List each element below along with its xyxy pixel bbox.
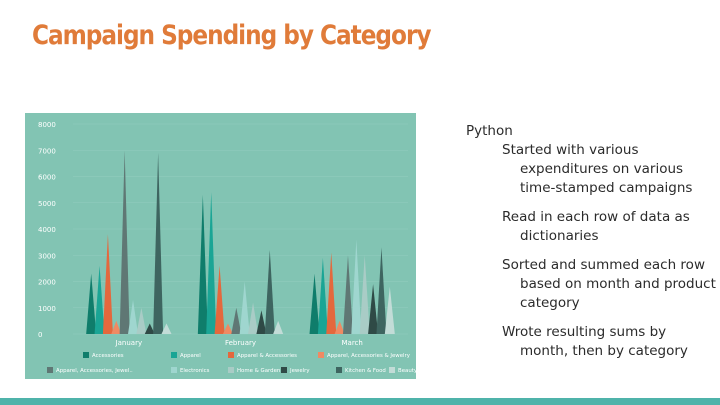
bar-apparel-accessories-jewelry-march	[334, 320, 345, 334]
legend-swatch	[336, 367, 342, 373]
y-tick-label: 7000	[38, 147, 56, 155]
bar-beauty-january	[161, 323, 172, 334]
bar-apparel-accessories-jewel-january	[119, 150, 130, 334]
legend-label: Apparel, Accessories & Jewelry	[327, 353, 411, 359]
legend-label: Apparel & Accessories	[237, 353, 297, 359]
legend-label: Accessories	[92, 353, 124, 359]
chart-canvas: 0 1000 2000 3000 4000 5000 6000 7000 8000 Januar…	[25, 113, 416, 379]
y-tick-label: 5000	[38, 200, 56, 208]
y-tick-label: 4000	[38, 226, 56, 234]
legend-swatch	[389, 367, 395, 373]
legend-swatch	[228, 352, 234, 358]
bar-jewelry-february	[256, 310, 267, 334]
bar-apparel-accessories-march	[326, 252, 337, 334]
y-tick-label: 6000	[38, 174, 56, 182]
chart-background	[25, 113, 416, 379]
bar-jewelry-january	[144, 323, 155, 334]
bar-apparel-accessories-february	[214, 265, 225, 334]
bar-home-garden-march	[359, 255, 370, 334]
slide-title: Campaign Spending by Category	[32, 20, 432, 51]
legend-label: Electronics	[180, 368, 210, 374]
y-tick-label: 8000	[38, 121, 56, 129]
y-tick-label: 2000	[38, 279, 56, 287]
x-tick-label: March	[341, 339, 362, 347]
y-tick-label: 1000	[38, 305, 56, 313]
bar-accessories-january	[86, 273, 97, 334]
legend-swatch	[171, 367, 177, 373]
notes-item-1: Started with various expenditures on var…	[502, 142, 693, 196]
y-tick-label: 0	[38, 331, 42, 339]
bar-apparel-accessories-jewel-march	[342, 255, 353, 334]
bar-jewelry-march	[368, 284, 379, 334]
x-tick-label: January	[115, 339, 143, 347]
bar-electronics-january	[128, 299, 139, 334]
bar-kitchen-food-january	[153, 152, 164, 334]
bar-accessories-march	[309, 273, 320, 334]
legend-swatch	[83, 352, 89, 358]
bar-beauty-february	[273, 320, 284, 334]
y-tick-label: 3000	[38, 252, 56, 260]
legend-label: Beauty	[398, 368, 416, 374]
bar-apparel-accessories-jewelry-january	[111, 320, 122, 334]
notes-panel: Python Started with various expenditures…	[466, 122, 716, 371]
bar-apparel-january	[94, 265, 105, 334]
bottom-accent-bar	[0, 398, 720, 405]
legend-label: Apparel, Accessories, Jewel..	[56, 368, 133, 374]
spending-chart: 0 1000 2000 3000 4000 5000 6000 7000 8000 Januar…	[25, 113, 416, 379]
legend-swatch	[228, 367, 234, 373]
bar-apparel-accessories-jewel-february	[231, 307, 242, 334]
notes-heading: Python	[466, 123, 513, 139]
bar-apparel-february	[206, 192, 217, 334]
bar-electronics-march	[351, 239, 362, 334]
legend-swatch	[318, 352, 324, 358]
legend-swatch	[171, 352, 177, 358]
bar-kitchen-food-march	[376, 247, 387, 334]
legend-swatch	[47, 367, 53, 373]
notes-item-2: Read in each row of data as dictionaries	[502, 209, 690, 244]
bar-accessories-february	[197, 194, 208, 334]
bar-apparel-accessories-january	[102, 234, 113, 334]
notes-item-3: Sorted and summed each row based on mont…	[502, 257, 716, 311]
bar-electronics-february	[239, 281, 250, 334]
bar-beauty-march	[384, 286, 395, 334]
legend-swatch	[281, 367, 287, 373]
legend-label: Jewelry	[289, 368, 310, 374]
notes-item-4: Wrote resulting sums by month, then by c…	[502, 324, 688, 359]
x-tick-label: February	[225, 339, 256, 347]
legend-label: Home & Garden	[237, 368, 280, 374]
bar-apparel-march	[317, 257, 328, 334]
bar-kitchen-food-february	[264, 250, 275, 334]
legend-label: Kitchen & Food	[345, 368, 386, 374]
bar-apparel-accessories-jewelry-february	[222, 323, 233, 334]
bar-home-garden-january	[136, 307, 147, 334]
legend-label: Apparel	[180, 353, 201, 359]
bar-home-garden-february	[248, 302, 259, 334]
